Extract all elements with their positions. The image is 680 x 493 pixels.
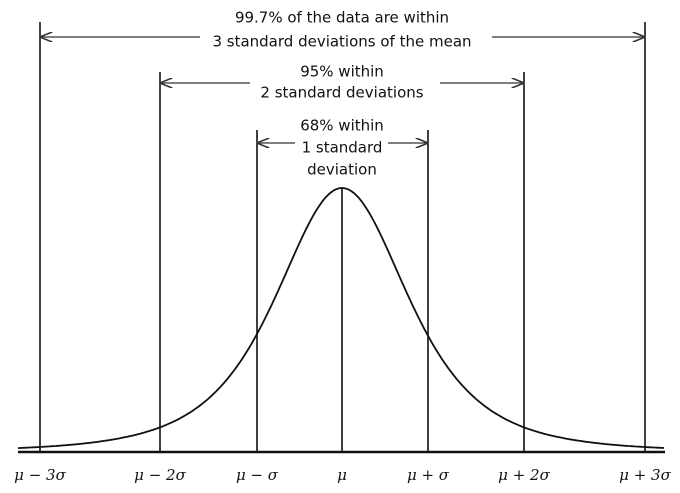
annotation: 2 standard deviations — [260, 84, 423, 102]
axis-label: μ − 2σ — [134, 466, 186, 484]
annotation: 99.7% of the data are within — [235, 9, 449, 27]
axis-label: μ — [337, 466, 347, 484]
annotation: 68% within — [300, 117, 384, 135]
annotation: deviation — [307, 161, 377, 179]
axis-labels: μ − 3σ μ − 2σ μ − σ μ μ + σ μ + 2σ μ + 3σ — [14, 466, 671, 484]
axis-label: μ + σ — [407, 466, 450, 484]
axis-label: μ − σ — [236, 466, 279, 484]
axis-label: μ + 3σ — [619, 466, 671, 484]
annotation: 95% within — [300, 63, 384, 81]
bell-curve — [17, 187, 665, 449]
axis-label: μ − 3σ — [14, 466, 66, 484]
axis-label: μ + 2σ — [498, 466, 550, 484]
annotation: 3 standard deviations of the mean — [212, 33, 471, 51]
annotation: 1 standard — [302, 139, 383, 157]
